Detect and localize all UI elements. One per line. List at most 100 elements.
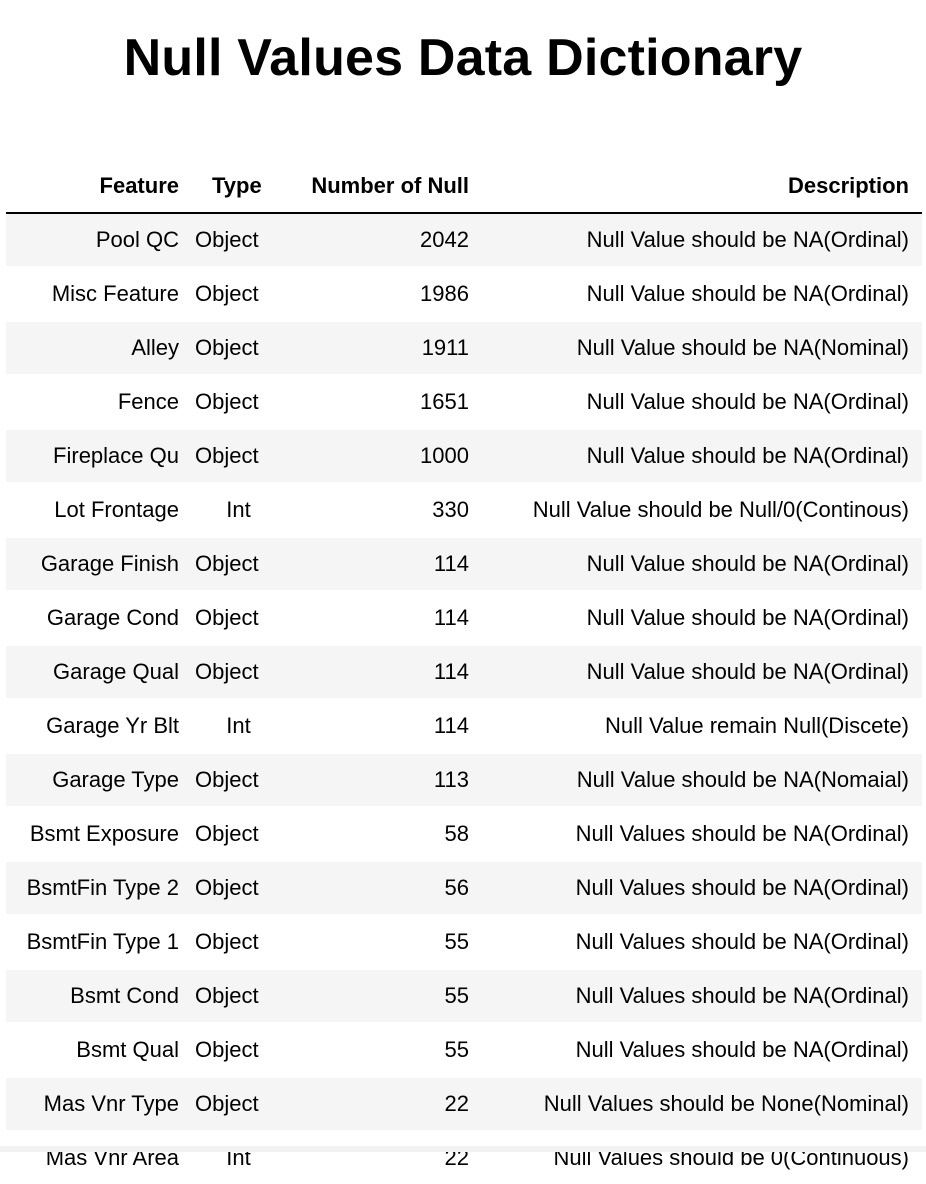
data-dictionary-table: Feature Type Number of Null Description … bbox=[6, 160, 922, 1184]
cell-null-count: 55 bbox=[295, 1022, 482, 1077]
table-row: Mas Vnr Type Object 22 Null Values should b… bbox=[6, 1076, 922, 1131]
table-row: Garage Cond Object 114 Null Value should be… bbox=[6, 590, 922, 645]
cell-null-count: 330 bbox=[295, 482, 482, 537]
table-row: Garage Finish Object 114 Null Value should … bbox=[6, 536, 922, 591]
cell-null-count: 114 bbox=[295, 698, 482, 753]
cell-null-count: 22 bbox=[295, 1076, 482, 1131]
cell-feature: Alley bbox=[6, 320, 192, 375]
cell-null-count: 55 bbox=[295, 968, 482, 1023]
cell-description: Null Value should be NA(Ordinal) bbox=[482, 212, 922, 267]
table-row: Lot Frontage Int 330 Null Value should be N… bbox=[6, 482, 922, 537]
cell-description: Null Values should be NA(Ordinal) bbox=[482, 968, 922, 1023]
cell-description: Null Value should be Null/0(Continous) bbox=[482, 482, 922, 537]
cell-type: Object bbox=[192, 752, 295, 807]
cell-null-count: 114 bbox=[295, 590, 482, 645]
cell-type: Object bbox=[192, 266, 295, 321]
cell-type: Int bbox=[192, 482, 295, 537]
table-row: Alley Object 1911 Null Value should be NA(N… bbox=[6, 320, 922, 375]
cell-type: Object bbox=[192, 590, 295, 645]
cell-type: Object bbox=[192, 968, 295, 1023]
table-body: Pool QC Object 2042 Null Value should be NA… bbox=[6, 212, 922, 1184]
header-null-count: Number of Null bbox=[295, 160, 482, 214]
cell-type: Object bbox=[192, 212, 295, 267]
cell-feature: Pool QC bbox=[6, 212, 192, 267]
cell-null-count: 1986 bbox=[295, 266, 482, 321]
cell-feature: Garage Finish bbox=[6, 536, 192, 591]
table-row: Pool QC Object 2042 Null Value should be NA… bbox=[6, 212, 922, 267]
header-row: Feature Type Number of Null Description bbox=[6, 160, 922, 214]
cell-feature: Garage Cond bbox=[6, 590, 192, 645]
table-row: Fireplace Qu Object 1000 Null Value should … bbox=[6, 428, 922, 483]
cell-type: Object bbox=[192, 914, 295, 969]
cell-type: Object bbox=[192, 860, 295, 915]
cell-null-count: 22 bbox=[295, 1130, 482, 1184]
cell-description: Null Value should be NA(Ordinal) bbox=[482, 374, 922, 429]
bottom-edge bbox=[0, 1146, 926, 1152]
cell-description: Null Values should be NA(Ordinal) bbox=[482, 1022, 922, 1077]
cell-null-count: 114 bbox=[295, 644, 482, 699]
cell-type: Object bbox=[192, 428, 295, 483]
cell-null-count: 1911 bbox=[295, 320, 482, 375]
cell-description: Null Values should be None(Nominal) bbox=[482, 1076, 922, 1131]
table-row: Garage Yr Blt Int 114 Null Value remain Nul… bbox=[6, 698, 922, 753]
cell-type: Int bbox=[192, 1130, 295, 1184]
table-row: BsmtFin Type 2 Object 56 Null Values should… bbox=[6, 860, 922, 915]
cell-description: Null Value should be NA(Nomaial) bbox=[482, 752, 922, 807]
cell-feature: Lot Frontage bbox=[6, 482, 192, 537]
cell-feature: Garage Type bbox=[6, 752, 192, 807]
cell-feature: BsmtFin Type 1 bbox=[6, 914, 192, 969]
cell-null-count: 55 bbox=[295, 914, 482, 969]
cell-null-count: 56 bbox=[295, 860, 482, 915]
cell-description: Null Value remain Null(Discete) bbox=[482, 698, 922, 753]
cell-feature: Bsmt Exposure bbox=[6, 806, 192, 861]
table-row: Fence Object 1651 Null Value should be NA(O… bbox=[6, 374, 922, 429]
cell-null-count: 1651 bbox=[295, 374, 482, 429]
cell-type: Object bbox=[192, 320, 295, 375]
cell-type: Object bbox=[192, 536, 295, 591]
cell-feature: Bsmt Qual bbox=[6, 1022, 192, 1077]
cell-null-count: 1000 bbox=[295, 428, 482, 483]
table-row: Garage Type Object 113 Null Value should be… bbox=[6, 752, 922, 807]
cell-description: Null Value should be NA(Ordinal) bbox=[482, 590, 922, 645]
header-description: Description bbox=[482, 160, 922, 214]
cell-null-count: 58 bbox=[295, 806, 482, 861]
table-header: Feature Type Number of Null Description bbox=[6, 160, 922, 214]
cell-description: Null Values should be 0(Continuous) bbox=[482, 1130, 922, 1184]
cell-description: Null Value should be NA(Ordinal) bbox=[482, 644, 922, 699]
cell-type: Object bbox=[192, 374, 295, 429]
cell-null-count: 113 bbox=[295, 752, 482, 807]
table-row: Bsmt Exposure Object 58 Null Values should … bbox=[6, 806, 922, 861]
table-row: Mas Vnr Area Int 22 Null Values should be 0… bbox=[6, 1130, 922, 1184]
cell-feature: Fence bbox=[6, 374, 192, 429]
table-row: Garage Qual Object 114 Null Value should be… bbox=[6, 644, 922, 699]
cell-feature: Mas Vnr Type bbox=[6, 1076, 192, 1131]
cell-feature: Misc Feature bbox=[6, 266, 192, 321]
page-title: Null Values Data Dictionary bbox=[123, 29, 803, 87]
table-row: BsmtFin Type 1 Object 55 Null Values should… bbox=[6, 914, 922, 969]
table-row: Bsmt Cond Object 55 Null Values should be N… bbox=[6, 968, 922, 1023]
cell-type: Object bbox=[192, 1076, 295, 1131]
cell-feature: BsmtFin Type 2 bbox=[6, 860, 192, 915]
header-feature: Feature bbox=[6, 160, 192, 214]
cell-null-count: 114 bbox=[295, 536, 482, 591]
cell-null-count: 2042 bbox=[295, 212, 482, 267]
cell-description: Null Values should be NA(Ordinal) bbox=[482, 860, 922, 915]
cell-feature: Bsmt Cond bbox=[6, 968, 192, 1023]
cell-type: Object bbox=[192, 644, 295, 699]
cell-type: Object bbox=[192, 806, 295, 861]
cell-description: Null Value should be NA(Ordinal) bbox=[482, 428, 922, 483]
cell-description: Null Value should be NA(Nominal) bbox=[482, 320, 922, 375]
table-row: Bsmt Qual Object 55 Null Values should be N… bbox=[6, 1022, 922, 1077]
data-dictionary-table-container: Feature Type Number of Null Description … bbox=[6, 160, 922, 1184]
cell-type: Int bbox=[192, 698, 295, 753]
cell-description: Null Value should be NA(Ordinal) bbox=[482, 266, 922, 321]
cell-description: Null Values should be NA(Ordinal) bbox=[482, 914, 922, 969]
cell-type: Object bbox=[192, 1022, 295, 1077]
cell-feature: Mas Vnr Area bbox=[6, 1130, 192, 1184]
cell-feature: Garage Qual bbox=[6, 644, 192, 699]
cell-feature: Garage Yr Blt bbox=[6, 698, 192, 753]
cell-description: Null Values should be NA(Ordinal) bbox=[482, 806, 922, 861]
cell-description: Null Value should be NA(Ordinal) bbox=[482, 536, 922, 591]
cell-feature: Fireplace Qu bbox=[6, 428, 192, 483]
header-type: Type bbox=[192, 160, 295, 214]
